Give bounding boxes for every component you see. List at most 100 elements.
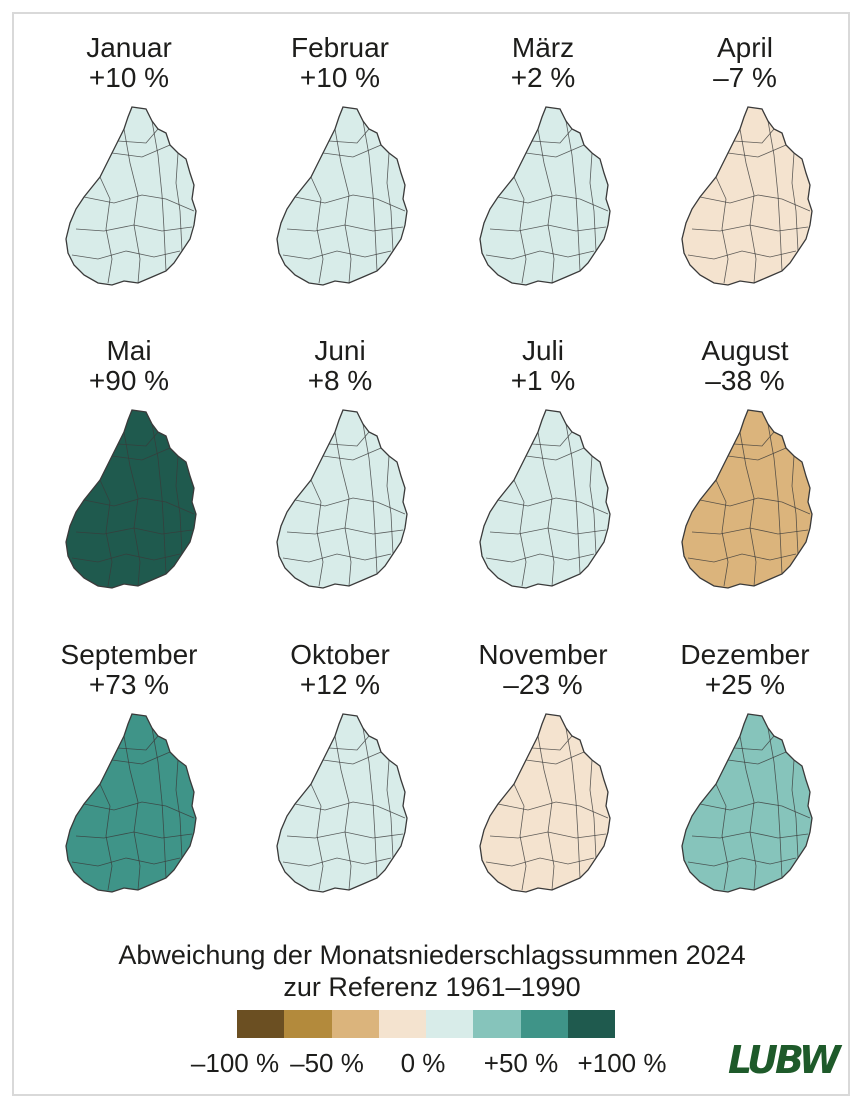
district-boundary: [565, 423, 581, 575]
district-boundary: [175, 152, 183, 252]
month-title: September: [60, 639, 198, 670]
district-boundary: [71, 553, 181, 563]
month-panel-september: September +73 %: [34, 640, 224, 940]
month-panel-dezember: Dezember +25 %: [650, 640, 840, 940]
district-boundary: [791, 455, 799, 555]
district-boundary: [71, 250, 181, 260]
district-boundary: [513, 479, 527, 587]
district-boundary: [565, 727, 581, 879]
region-map: [65, 106, 197, 286]
district-boundary: [328, 735, 370, 751]
district-boundary: [589, 152, 597, 252]
district-boundary: [565, 120, 581, 272]
district-boundary: [282, 250, 392, 260]
region-map: [276, 713, 408, 893]
district-boundary: [767, 727, 783, 879]
district-boundary: [497, 194, 609, 212]
month-panel-november: November –23 %: [448, 640, 638, 940]
district-boundary: [791, 152, 799, 252]
district-boundary: [99, 783, 113, 891]
legend-swatch-2: [331, 1010, 379, 1038]
district-boundary: [727, 144, 787, 158]
region-fill: [681, 106, 813, 286]
district-boundary: [294, 801, 406, 819]
district-boundary: [123, 735, 141, 891]
district-boundary: [386, 759, 394, 859]
district-boundary: [727, 751, 787, 765]
month-title: Mai: [106, 335, 152, 366]
district-boundary: [739, 735, 757, 891]
month-title: November: [478, 639, 608, 670]
region-map: [681, 106, 813, 286]
district-boundary: [715, 783, 729, 891]
legend-tick-minus-100: –100 %: [190, 1048, 280, 1078]
district-boundary: [485, 857, 595, 867]
month-title: Oktober: [290, 639, 390, 670]
district-boundary: [537, 431, 555, 587]
district-boundary: [687, 857, 797, 867]
district-boundary: [123, 128, 141, 284]
month-deviation: –23 %: [503, 669, 583, 700]
month-title: Juli: [521, 335, 564, 366]
month-title: April: [716, 32, 773, 63]
district-boundary: [322, 447, 382, 461]
district-boundary: [294, 497, 406, 515]
region-fill: [276, 409, 408, 589]
region-fill: [479, 713, 611, 893]
district-boundary: [589, 759, 597, 859]
district-boundary: [699, 194, 811, 212]
month-panel-juni: Juni +8 %: [245, 336, 435, 636]
month-deviation: –38 %: [705, 365, 785, 396]
district-boundary: [83, 497, 195, 515]
district-boundary: [739, 128, 757, 284]
district-boundary: [362, 423, 378, 575]
district-boundary: [99, 479, 113, 587]
legend-swatch-4: [426, 1010, 474, 1038]
district-boundary: [715, 479, 729, 587]
region-fill: [276, 713, 408, 893]
region-fill: [65, 409, 197, 589]
legend-tick-plus-100: +100 %: [577, 1048, 667, 1078]
region-fill: [479, 409, 611, 589]
district-boundary: [715, 176, 729, 284]
district-boundary: [531, 431, 573, 447]
region-map: [479, 713, 611, 893]
district-boundary: [328, 128, 370, 144]
legend-swatch-0: [237, 1010, 285, 1038]
month-deviation: +90 %: [88, 365, 170, 396]
district-boundary: [83, 194, 195, 212]
month-panel-februar: Februar +10 %: [245, 33, 435, 333]
month-panel-oktober: Oktober +12 %: [245, 640, 435, 940]
color-legend: [237, 1010, 615, 1038]
region-fill: [276, 106, 408, 286]
district-boundary: [791, 759, 799, 859]
region-fill: [65, 106, 197, 286]
month-title: Februar: [290, 32, 390, 63]
district-boundary: [531, 735, 573, 751]
district-boundary: [362, 120, 378, 272]
region-map: [276, 409, 408, 589]
month-deviation: –7 %: [713, 62, 777, 93]
district-boundary: [99, 176, 113, 284]
district-boundary: [699, 497, 811, 515]
month-deviation: +2 %: [510, 62, 576, 93]
month-panel-januar: Januar +10 %: [34, 33, 224, 333]
district-boundary: [687, 553, 797, 563]
legend-swatch-1: [284, 1010, 332, 1038]
region-map: [681, 409, 813, 589]
month-deviation: +1 %: [510, 365, 576, 396]
region-map: [479, 409, 611, 589]
district-boundary: [739, 431, 757, 587]
month-title: August: [701, 335, 789, 366]
district-boundary: [151, 120, 167, 272]
month-title: März: [511, 32, 575, 63]
district-boundary: [334, 735, 352, 891]
district-boundary: [117, 431, 159, 447]
district-boundary: [117, 128, 159, 144]
month-title: Dezember: [680, 639, 810, 670]
district-boundary: [175, 455, 183, 555]
region-map: [65, 713, 197, 893]
legend-tick-plus-50: +50 %: [483, 1048, 559, 1078]
district-boundary: [537, 128, 555, 284]
region-fill: [65, 713, 197, 893]
